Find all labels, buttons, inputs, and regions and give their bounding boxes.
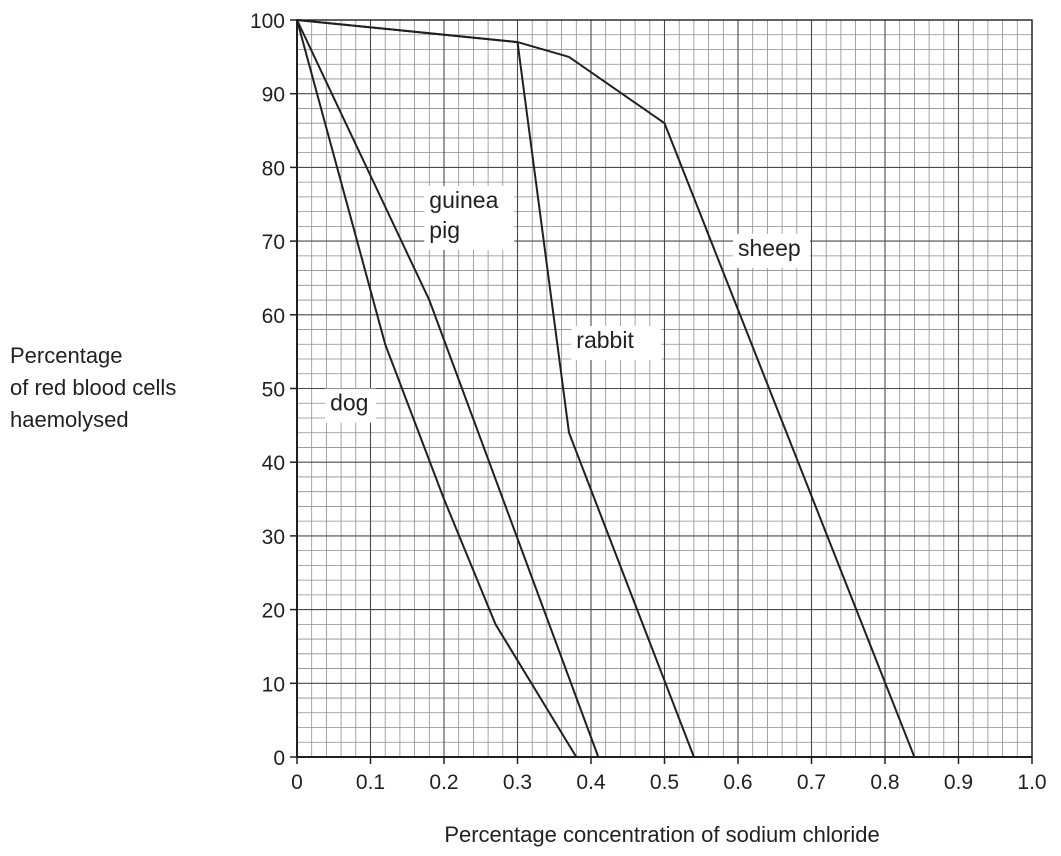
x-tick-label: 0 [291, 771, 303, 794]
series-labels: dog guinea pig rabbit sheep [325, 185, 810, 423]
y-tick-labels: 0 10 20 30 40 50 60 70 80 90 100 [250, 10, 285, 770]
y-axis-title-line-3: haemolysed [10, 407, 129, 432]
series-label-sheep: sheep [733, 233, 810, 268]
axes [290, 19, 1033, 764]
y-axis-title: Percentage of red blood cells haemolysed [10, 343, 176, 432]
series-label-dog: dog [325, 388, 377, 423]
series-line-guinea-pig [296, 19, 600, 758]
x-axis-title: Percentage concentration of sodium chlor… [444, 822, 879, 847]
x-tick-label: 0.3 [503, 771, 532, 794]
x-tick-label: 0.6 [723, 771, 752, 794]
y-tick-label: 0 [273, 747, 285, 770]
y-tick-label: 20 [262, 600, 285, 623]
series-label-background [424, 185, 515, 250]
x-tick-label: 0.5 [650, 771, 679, 794]
series-label-text: sheep [738, 235, 801, 261]
x-tick-label: 0.1 [356, 771, 385, 794]
series-line-dog [296, 19, 578, 758]
series-label-rabbit: rabbit [571, 325, 662, 360]
major-grid [296, 19, 1033, 758]
series-label-background [325, 388, 377, 423]
y-tick-label: 50 [262, 379, 285, 402]
y-tick-label: 60 [262, 305, 285, 328]
y-axis-title-line-2: of red blood cells [10, 375, 176, 400]
series-label-text: pig [429, 217, 460, 243]
y-tick-label: 100 [250, 10, 285, 33]
y-tick-label: 10 [262, 673, 285, 696]
x-tick-label: 0.7 [797, 771, 826, 794]
y-tick-label: 90 [262, 84, 285, 107]
series-label-background [571, 325, 662, 360]
y-tick-label: 30 [262, 526, 285, 549]
series-label-guinea-pig: guinea pig [424, 185, 515, 250]
series-label-background [733, 233, 810, 268]
x-tick-label: 0.4 [576, 771, 606, 794]
series-lines [296, 19, 916, 758]
y-tick-label: 70 [262, 231, 285, 254]
y-tick-label: 40 [262, 452, 285, 475]
x-tick-labels: 0 0.1 0.2 0.3 0.4 0.5 0.6 0.7 0.8 0.9 1.0 [291, 771, 1046, 794]
y-axis-title-line-1: Percentage [10, 343, 123, 368]
x-tick-label: 0.9 [944, 771, 973, 794]
x-tick-label: 1.0 [1017, 771, 1046, 794]
x-tick-label: 0.8 [870, 771, 899, 794]
x-tick-label: 0.2 [429, 771, 458, 794]
y-tick-label: 80 [262, 157, 285, 180]
series-label-text: rabbit [576, 327, 634, 353]
series-label-text: guinea [429, 187, 498, 213]
series-line-sheep [296, 19, 916, 758]
series-label-text: dog [330, 390, 368, 416]
